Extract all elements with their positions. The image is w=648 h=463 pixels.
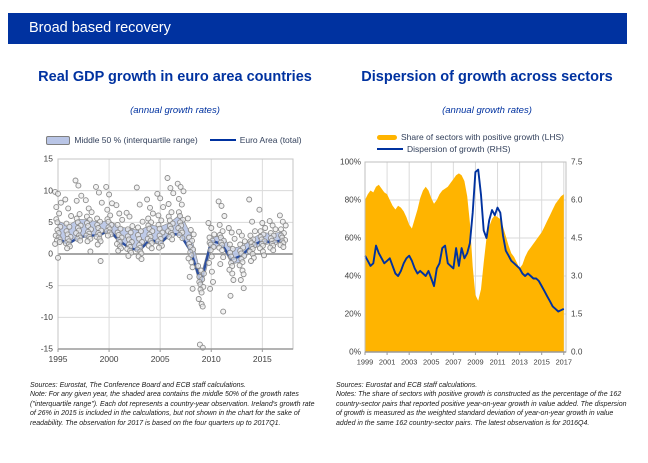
svg-text:1995: 1995 [49,354,68,364]
svg-text:2015: 2015 [533,358,549,367]
svg-text:0: 0 [48,249,53,259]
svg-text:2005: 2005 [151,354,170,364]
svg-text:7.5: 7.5 [571,158,583,167]
left-chart-subtitle: (annual growth rates) [130,105,220,116]
svg-text:4.5: 4.5 [571,234,583,243]
header-bar: Broad based recovery [8,13,627,44]
svg-text:40%: 40% [345,272,361,281]
svg-text:1999: 1999 [357,358,373,367]
right-chart-legend: Share of sectors with positive growth (L… [377,131,564,155]
svg-text:-10: -10 [41,312,54,322]
svg-text:2007: 2007 [445,358,461,367]
right-note-body: Notes: The share of sectors with positiv… [336,391,627,427]
svg-text:2005: 2005 [423,358,439,367]
svg-text:2010: 2010 [202,354,221,364]
svg-text:0.0: 0.0 [571,348,583,357]
legend-item-dispersion: Dispersion of growth (RHS) [377,143,564,155]
left-note-body: Note: For any given year, the shaded are… [30,391,315,427]
svg-text:2000: 2000 [100,354,119,364]
legend-label: Share of sectors with positive growth (L… [401,132,564,142]
left-chart-note: Sources: Eurostat, The Conference Board … [30,381,318,428]
svg-text:10: 10 [44,185,54,195]
svg-text:2011: 2011 [490,358,506,367]
svg-text:-5: -5 [45,280,53,290]
svg-text:2013: 2013 [511,358,527,367]
line-swatch-icon [209,139,236,141]
svg-text:15: 15 [44,155,54,164]
left-note-sources: Sources: Eurostat, The Conference Board … [30,382,246,389]
area-swatch-icon [377,134,397,140]
right-chart-title: Dispersion of growth across sectors [361,69,613,85]
legend-label: Dispersion of growth (RHS) [407,144,511,154]
sector-dispersion-chart: 0% 0.0 20% 1.5 40% 3.0 60% 4.5 80% 6.0 100% 7.5 1999… [340,158,583,367]
svg-text:2001: 2001 [379,358,395,367]
svg-text:60%: 60% [345,234,361,243]
line-swatch-icon [377,148,403,150]
svg-text:1.5: 1.5 [571,310,583,319]
left-chart-legend: Middle 50 % (interquartile range) Euro A… [28,134,320,146]
band-swatch-icon [46,135,71,145]
page-title: Broad based recovery [29,20,171,36]
right-note-sources: Sources: Eurostat and ECB staff calculat… [336,382,478,389]
svg-text:100%: 100% [340,158,361,167]
svg-text:5: 5 [48,217,53,227]
svg-text:0%: 0% [349,348,361,357]
left-chart-title: Real GDP growth in euro area countries [38,69,312,85]
legend-item-share-positive: Share of sectors with positive growth (L… [377,131,564,143]
right-chart-subtitle: (annual growth rates) [442,105,532,116]
legend-label: Middle 50 % (interquartile range) [74,135,198,145]
svg-text:6.0: 6.0 [571,196,583,205]
svg-text:20%: 20% [345,310,361,319]
svg-text:2015: 2015 [253,354,272,364]
legend-item-euro-area: Euro Area (total) [209,134,302,146]
svg-text:3.0: 3.0 [571,272,583,281]
right-chart-note: Sources: Eurostat and ECB staff calculat… [336,381,628,428]
svg-text:2003: 2003 [401,358,417,367]
svg-text:2017: 2017 [556,358,572,367]
svg-text:-15: -15 [41,344,54,354]
legend-item-middle50: Middle 50 % (interquartile range) [46,134,198,146]
svg-text:2009: 2009 [467,358,483,367]
svg-text:80%: 80% [345,196,361,205]
legend-label: Euro Area (total) [239,135,302,145]
